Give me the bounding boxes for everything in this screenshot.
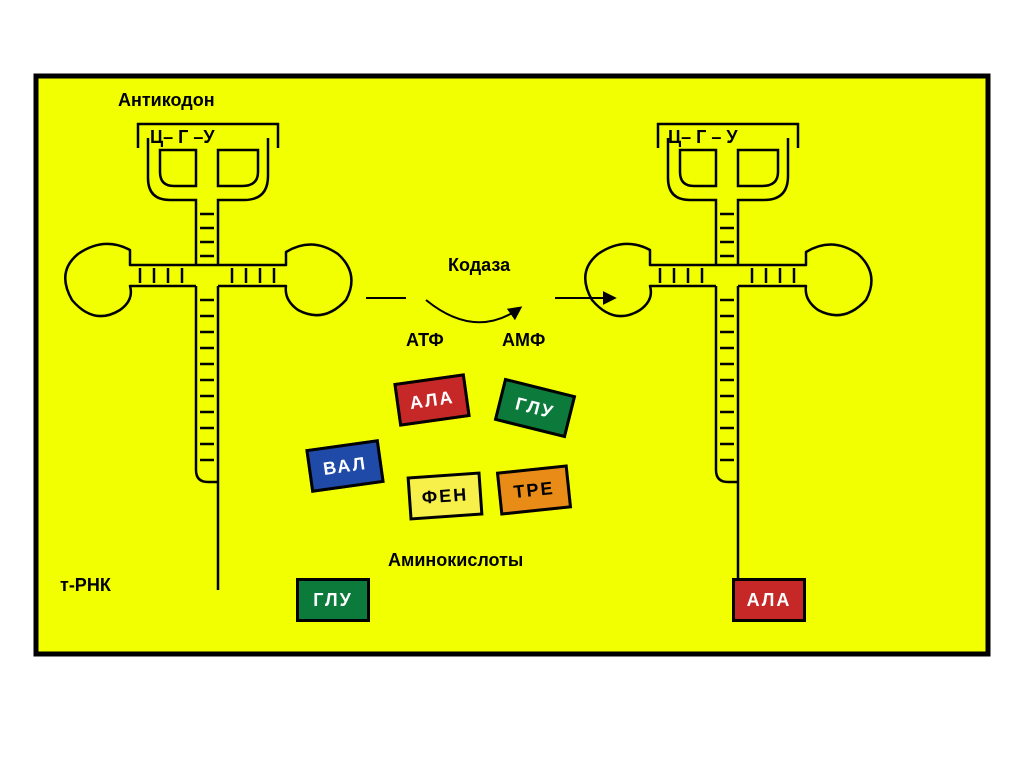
label-amino: Аминокислоты <box>388 550 523 571</box>
aminoacid-glu-bottom: ГЛУ <box>296 578 370 622</box>
aminoacid-ala-attached: АЛА <box>732 578 806 622</box>
label-anticodon: Антикодон <box>118 90 215 111</box>
label-trna: т-РНК <box>60 575 111 596</box>
label-nts_left: Ц– Г –У <box>150 127 215 148</box>
label-atp: АТФ <box>406 330 444 351</box>
label-amp: АМФ <box>502 330 545 351</box>
label-nts_right: Ц– Г – У <box>668 127 738 148</box>
aminoacid-thr: ТРЕ <box>496 464 572 515</box>
label-kodaza: Кодаза <box>448 255 510 276</box>
aminoacid-phe: ФЕН <box>407 471 484 520</box>
